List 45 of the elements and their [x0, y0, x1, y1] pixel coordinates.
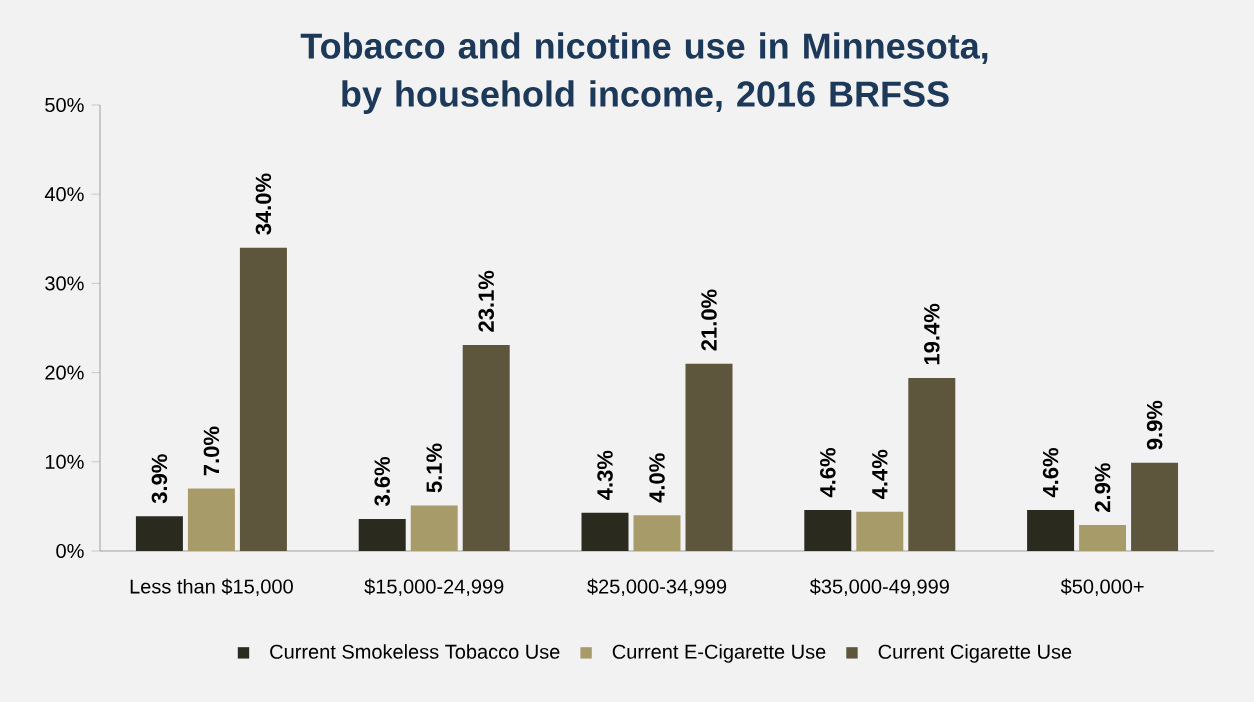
x-tick-label: $15,000-24,999 — [364, 578, 504, 596]
data-label: 4.0% — [649, 453, 665, 503]
data-label: 7.0% — [203, 426, 220, 476]
legend-label: Current Cigarette Use — [878, 644, 1072, 663]
data-label: 3.9% — [151, 454, 168, 504]
data-label: 2.9% — [1094, 463, 1111, 512]
bar — [633, 515, 681, 551]
data-label: 4.6% — [1042, 448, 1059, 498]
y-tick-label: 40% — [44, 187, 84, 202]
y-tick-label: 10% — [45, 454, 84, 469]
data-label: 34.0% — [255, 173, 272, 235]
legend-label: Current E-Cigarette Use — [612, 644, 826, 663]
bar — [239, 247, 287, 551]
data-label: 23.1% — [478, 270, 495, 332]
bar — [358, 518, 406, 551]
x-tick-label: $35,000-49,999 — [809, 578, 949, 596]
bar — [804, 509, 852, 551]
data-label: 3.6% — [374, 456, 391, 506]
x-tick-label: $50,000+ — [1060, 578, 1144, 596]
bar — [908, 377, 956, 551]
bar — [187, 488, 235, 551]
x-tick-label: Less than $15,000 — [130, 578, 293, 596]
bar — [410, 505, 458, 551]
legend-label: Current Smokeless Tobacco Use — [270, 644, 560, 659]
data-label: 19.4% — [924, 303, 940, 365]
bar — [1027, 509, 1075, 551]
bar — [462, 344, 510, 551]
bar — [581, 512, 629, 551]
bar — [856, 511, 904, 551]
chart-title: Tobacco and nicotine use in Minnesota, by household income, 2016 BRFSS — [300, 32, 988, 114]
data-label: 4.6% — [820, 448, 836, 498]
y-tick-label: 50% — [45, 97, 84, 113]
y-tick-label: 30% — [45, 276, 84, 291]
bar — [685, 363, 733, 551]
y-tick-label: 0% — [56, 543, 84, 559]
data-label: 4.4% — [872, 449, 888, 499]
data-label: 5.1% — [426, 443, 442, 493]
data-label: 21.0% — [701, 289, 717, 351]
bar — [135, 516, 183, 551]
y-tick-label: 20% — [45, 365, 84, 380]
data-label: 4.3% — [597, 450, 613, 500]
bar — [1131, 462, 1179, 551]
x-tick-label: $25,000-34,999 — [587, 578, 727, 596]
data-label: 9.9% — [1146, 400, 1163, 450]
bar — [1079, 525, 1127, 551]
